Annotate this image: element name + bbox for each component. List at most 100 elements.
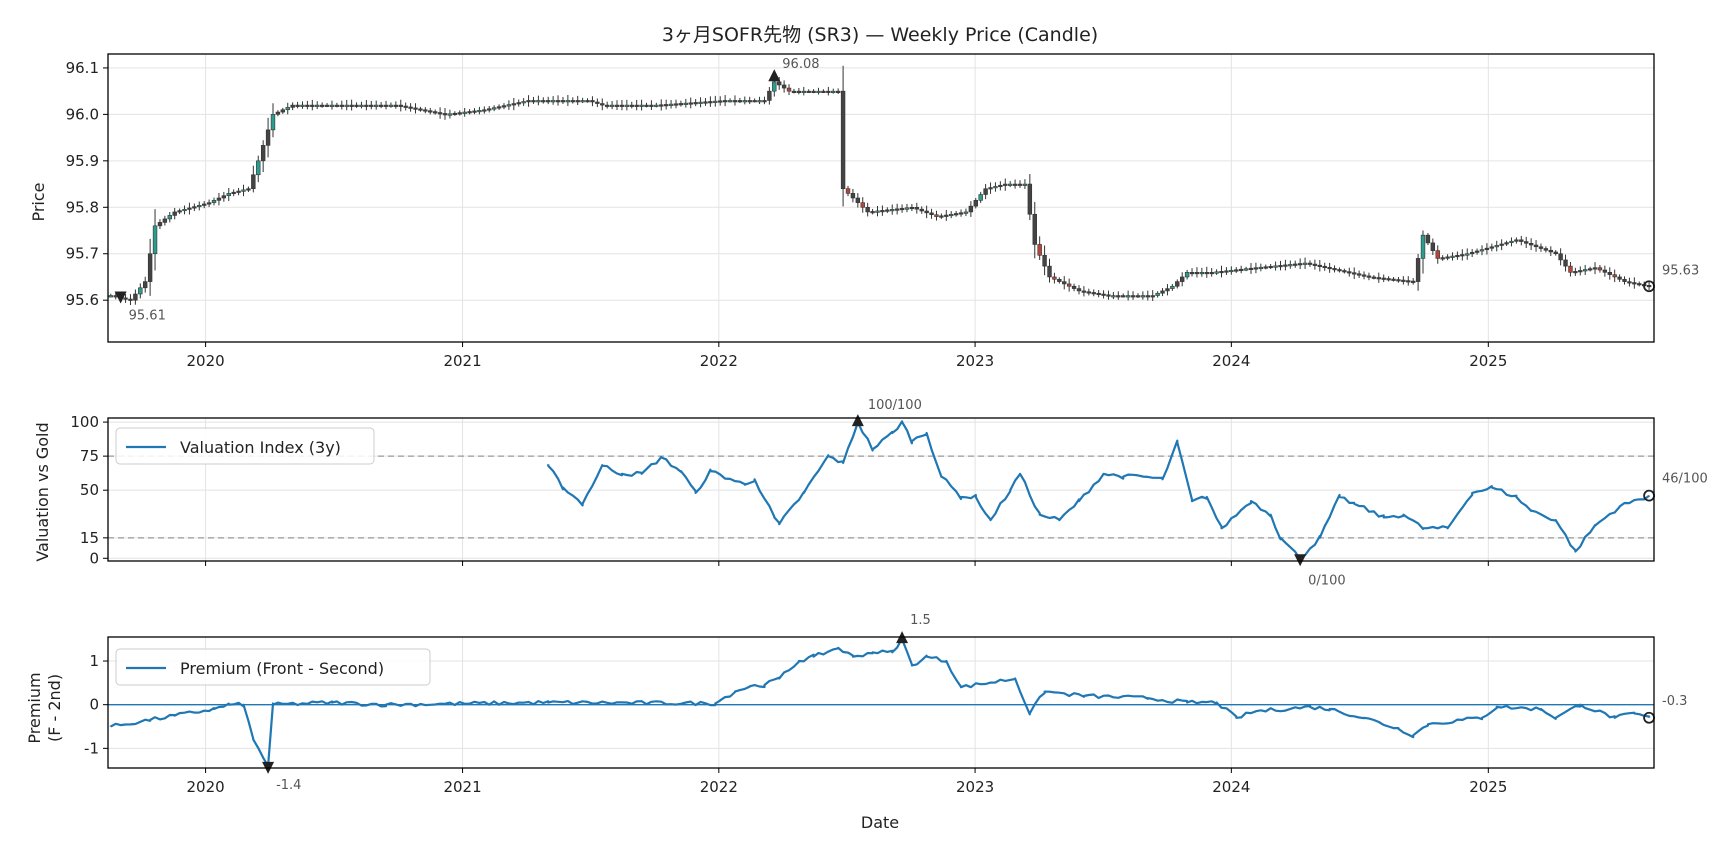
price-candle-body-93 <box>565 100 571 103</box>
price-candle-body-139 <box>791 90 797 93</box>
price-candle-body-263 <box>1401 279 1406 282</box>
price-candle-body-98 <box>590 100 595 103</box>
price-candle-body-181 <box>998 184 1003 188</box>
price-candle-body-85 <box>526 100 531 103</box>
price-candle-body-0 <box>108 295 114 298</box>
price-candle-body-225 <box>1214 271 1219 274</box>
price-candle-body-195 <box>1066 283 1072 287</box>
valuation-panel: 0 15 50 75 100 100/100 0/100 46/100 Valuation In… <box>70 398 1707 588</box>
price-candle-body-108 <box>639 104 644 107</box>
price-ytick-label-1: 95.7 <box>66 245 99 263</box>
price-candle-body-100 <box>600 103 605 106</box>
price-candle-body-179 <box>988 187 993 190</box>
price-candle-body-92 <box>560 100 566 103</box>
price-candle-body-44 <box>324 104 330 107</box>
price-candle-body-248 <box>1327 267 1332 270</box>
price-candle-body-291 <box>1538 246 1544 249</box>
price-candle-body-288 <box>1524 241 1529 244</box>
valuation-frame <box>107 417 1655 562</box>
price-candle-body-133 <box>762 100 767 103</box>
price-candle-body-247 <box>1322 265 1327 269</box>
price-candle-body-163 <box>909 206 915 210</box>
price-candle-body-254 <box>1356 273 1362 276</box>
price-panel: 95.6 95.7 95.8 95.9 96.0 96.1 2020 2021 2022 2023… <box>66 53 1699 370</box>
price-candle-body-111 <box>654 104 659 107</box>
price-candle-body-217 <box>1175 281 1180 287</box>
price-candle-body-219 <box>1184 272 1190 278</box>
price-candle-body-297 <box>1568 265 1573 273</box>
price-candle-body-232 <box>1248 267 1254 270</box>
price-candle-body-292 <box>1543 248 1549 251</box>
price-candle-body-305 <box>1607 272 1612 275</box>
price-candle-body-136 <box>776 81 782 86</box>
price-candle-body-198 <box>1081 290 1087 293</box>
price-candle-body-212 <box>1150 295 1155 298</box>
price-candle-body-204 <box>1111 295 1116 298</box>
price-candle-body-151 <box>850 193 856 199</box>
price-candle-body-309 <box>1627 281 1632 284</box>
price-ytick-label-2: 95.8 <box>66 198 99 216</box>
price-candle-body-3 <box>123 297 128 300</box>
price-xtick-label-5: 2025 <box>1469 352 1507 370</box>
price-candle-body-300 <box>1582 269 1588 272</box>
price-candle-body-162 <box>904 207 910 210</box>
price-candle-body-20 <box>206 202 212 205</box>
price-candle-body-17 <box>192 206 197 209</box>
premium-max-label: 1.5 <box>910 613 931 628</box>
premium-legend-box <box>115 648 431 686</box>
price-candle-body-271 <box>1440 257 1445 260</box>
price-candle-body-197 <box>1076 288 1082 292</box>
price-candle-body-192 <box>1052 276 1057 280</box>
price-candle-body-201 <box>1096 292 1101 296</box>
price-candle-body-277 <box>1469 252 1475 255</box>
price-candle-body-56 <box>383 104 389 107</box>
premium-ytick-label-1: 0 <box>89 696 99 714</box>
price-candle-body-103 <box>614 104 620 107</box>
price-candle-body-273 <box>1450 255 1455 258</box>
price-candle-body-19 <box>201 203 207 206</box>
price-candle-body-123 <box>713 100 718 103</box>
price-candle-body-153 <box>860 202 865 208</box>
price-candle-body-32 <box>265 129 271 146</box>
price-candle-body-165 <box>919 208 924 212</box>
price-candle-body-31 <box>260 145 266 162</box>
price-candle-body-115 <box>673 103 679 106</box>
price-candle-body-256 <box>1366 275 1372 278</box>
price-ytick-label-5: 96.1 <box>66 59 99 77</box>
price-candle-body-235 <box>1263 266 1268 269</box>
price-ytick-label-3: 95.9 <box>66 152 99 170</box>
premium-legend-label: Premium (Front - Second) <box>180 659 384 678</box>
price-candle-body-213 <box>1155 292 1160 296</box>
price-candle-body-221 <box>1194 272 1200 275</box>
price-candle-body-184 <box>1012 183 1018 186</box>
price-candle-body-255 <box>1361 274 1367 277</box>
price-candle-body-281 <box>1489 246 1495 249</box>
price-candle-body-43 <box>319 104 325 107</box>
price-candle-body-135 <box>772 81 777 92</box>
price-candle-body-176 <box>973 200 978 207</box>
price-candle-body-245 <box>1312 263 1318 266</box>
price-candle-body-73 <box>467 111 472 114</box>
price-candle-body-114 <box>668 103 674 106</box>
valuation-ytick-label-3: 75 <box>80 447 99 465</box>
valuation-legend: Valuation Index (3y) <box>115 427 375 465</box>
price-candle-body-257 <box>1371 276 1377 279</box>
price-candle-body-46 <box>334 104 340 107</box>
price-candle-body-15 <box>182 208 187 212</box>
price-candle-body-304 <box>1602 269 1608 273</box>
price-candle-body-298 <box>1573 271 1578 274</box>
price-candle-body-178 <box>983 188 988 195</box>
price-candle-body-132 <box>757 100 762 103</box>
price-candle-body-294 <box>1553 251 1558 255</box>
price-candle-body-89 <box>546 100 551 103</box>
price-candle-body-8 <box>147 253 153 282</box>
price-candle-body-148 <box>835 90 841 93</box>
price-candle-body-161 <box>899 208 905 211</box>
premium-panel: -1 0 1 2020 2021 2022 2023 2024 2025 1.5 -1.4 -0.3 P… <box>84 613 1687 796</box>
price-candle-body-33 <box>270 114 276 131</box>
price-candle-body-191 <box>1047 265 1052 278</box>
price-candle-body-94 <box>570 100 575 103</box>
price-candle-body-4 <box>128 298 133 301</box>
price-candle-body-166 <box>924 210 929 214</box>
